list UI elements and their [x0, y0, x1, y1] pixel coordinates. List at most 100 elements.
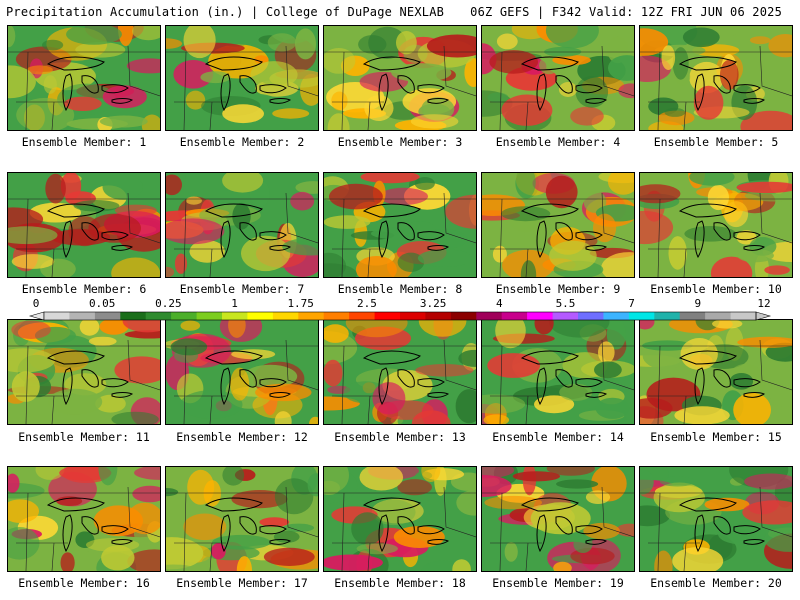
state-borders [8, 486, 160, 571]
state-borders [640, 486, 792, 571]
scale-tick-label: 2.5 [356, 297, 377, 310]
ensemble-member-label: Ensemble Member: 9 [495, 282, 621, 296]
scale-swatch [603, 312, 630, 320]
state-borders [640, 192, 792, 277]
ensemble-map-panel [165, 319, 319, 425]
scale-tick-label: 1.75 [287, 297, 314, 310]
precip-map [640, 173, 792, 277]
ensemble-map-panel [639, 319, 793, 425]
scale-swatch [501, 312, 528, 320]
great-lakes-outline [204, 497, 291, 553]
scale-swatch [527, 312, 553, 320]
ensemble-map-panel [481, 466, 635, 572]
great-lakes-outline [46, 497, 133, 553]
ensemble-member-label: Ensemble Member: 7 [179, 282, 305, 296]
ensemble-map-panel [323, 25, 477, 131]
ensemble-member-label: Ensemble Member: 15 [650, 430, 782, 444]
precip-map [640, 320, 792, 424]
scale-tick-label: 0.05 [88, 297, 116, 310]
scale-swatch [450, 312, 477, 320]
great-lakes-outline [362, 56, 449, 112]
great-lakes-outline [520, 56, 607, 112]
scale-swatch [298, 312, 325, 320]
ensemble-member-label: Ensemble Member: 3 [337, 135, 463, 149]
scale-swatch [374, 312, 401, 320]
ensemble-map-panel [639, 172, 793, 278]
ensemble-member-label: Ensemble Member: 20 [650, 576, 782, 590]
scale-tick-label: 0 [32, 297, 40, 310]
state-borders [324, 339, 476, 424]
great-lakes-outline [520, 350, 607, 406]
state-borders [166, 486, 318, 571]
precip-map [324, 26, 476, 130]
ensemble-map-panel [323, 466, 477, 572]
ensemble-map-panel [7, 25, 161, 131]
state-borders [166, 192, 318, 277]
ensemble-map-panel [639, 25, 793, 131]
scale-swatch [247, 312, 274, 320]
precip-map [166, 173, 318, 277]
precip-map [640, 467, 792, 571]
ensemble-member-label: Ensemble Member: 5 [653, 135, 779, 149]
ensemble-member-label: Ensemble Member: 1 [21, 135, 147, 149]
state-borders [8, 339, 160, 424]
great-lakes-outline [678, 56, 765, 112]
precip-map [8, 467, 160, 571]
ensemble-member-label: Ensemble Member: 14 [492, 430, 624, 444]
scale-swatch [94, 312, 121, 320]
scale-swatch [679, 312, 706, 320]
ensemble-member-label: Ensemble Member: 18 [334, 576, 466, 590]
great-lakes-outline [678, 497, 765, 553]
ensemble-map-panel [481, 25, 635, 131]
model-run-info: 06Z GEFS | F342 Valid: 12Z FRI JUN 06 20… [470, 5, 782, 19]
scale-swatch [628, 312, 655, 320]
scale-swatch [705, 312, 731, 320]
ensemble-member-label: Ensemble Member: 6 [21, 282, 147, 296]
ensemble-map-panel [165, 172, 319, 278]
ensemble-map-panel [7, 172, 161, 278]
ensemble-member-label: Ensemble Member: 16 [18, 576, 150, 590]
precip-map [640, 26, 792, 130]
state-borders [482, 45, 634, 130]
state-borders [482, 486, 634, 571]
precip-map [482, 320, 634, 424]
scale-tick-label: 5.5 [555, 297, 576, 310]
ensemble-map-panel [323, 319, 477, 425]
precip-map [482, 467, 634, 571]
ensemble-member-label: Ensemble Member: 12 [176, 430, 308, 444]
precip-map [482, 173, 634, 277]
scale-tick-label: 12 [757, 297, 771, 310]
scale-swatch [44, 312, 70, 320]
ensemble-member-label: Ensemble Member: 4 [495, 135, 621, 149]
precip-map [8, 173, 160, 277]
precip-map [482, 26, 634, 130]
ensemble-map-panel [481, 172, 635, 278]
scale-swatch [578, 312, 604, 320]
state-borders [166, 339, 318, 424]
scale-swatch [654, 312, 681, 320]
state-borders [482, 192, 634, 277]
ensemble-map-panel [481, 319, 635, 425]
ensemble-map-panel [7, 466, 161, 572]
scale-swatch [730, 312, 757, 320]
map-title: Precipitation Accumulation (in.) | Colle… [6, 5, 445, 19]
scale-swatch [171, 312, 197, 320]
scale-tick-label: 3.25 [419, 297, 447, 310]
state-borders [640, 339, 792, 424]
ensemble-member-label: Ensemble Member: 10 [650, 282, 782, 296]
state-borders [324, 486, 476, 571]
scale-tick-label: 4 [495, 297, 503, 310]
scale-swatch [69, 312, 96, 320]
precip-map [324, 173, 476, 277]
precip-map [166, 26, 318, 130]
scale-left-arrow [28, 311, 45, 321]
state-borders [482, 339, 634, 424]
scale-tick-label: 7 [628, 297, 635, 310]
scale-tick-label: 1 [231, 297, 238, 310]
scale-tick-label: 9 [694, 297, 702, 310]
ensemble-map-panel [7, 319, 161, 425]
ensemble-member-label: Ensemble Member: 2 [179, 135, 305, 149]
precip-map [166, 320, 318, 424]
great-lakes-outline [204, 350, 291, 406]
precip-map [8, 26, 160, 130]
